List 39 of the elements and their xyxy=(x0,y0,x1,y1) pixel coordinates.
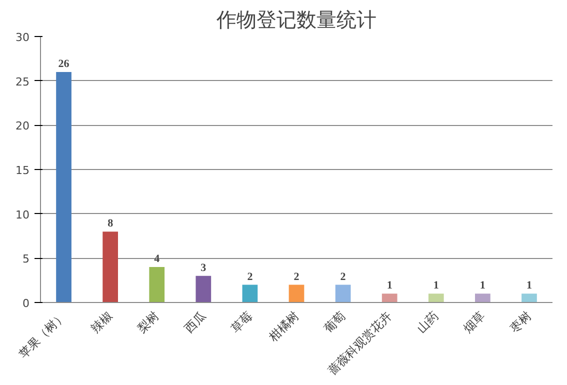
data-label: 2 xyxy=(340,270,346,283)
data-label: 1 xyxy=(480,280,486,292)
x-tick-label: 梨树 xyxy=(134,308,162,336)
bar xyxy=(475,294,490,302)
x-tick-label: 辣椒 xyxy=(88,308,116,336)
y-tick-label: 5 xyxy=(22,252,30,266)
x-tick-label: 草莓 xyxy=(228,308,255,336)
bar xyxy=(242,284,258,302)
y-tick-label: 30 xyxy=(16,31,30,44)
y-tick-label: 0 xyxy=(22,297,30,310)
y-tick-label: 15 xyxy=(16,164,30,177)
x-tick-label: 山药 xyxy=(414,308,442,336)
x-tick-label: 烟草 xyxy=(460,308,488,336)
bar xyxy=(288,284,304,302)
bar xyxy=(335,284,351,302)
data-label: 3 xyxy=(200,262,207,274)
bar xyxy=(149,267,165,302)
y-tick-label: 20 xyxy=(16,120,30,133)
data-label: 26 xyxy=(58,58,70,70)
x-tick-label: 枣树 xyxy=(507,308,534,336)
x-tick-label: 柑橘树 xyxy=(265,308,302,345)
x-tick-label: 西瓜 xyxy=(181,308,208,336)
data-label: 8 xyxy=(108,218,114,230)
bar xyxy=(56,72,72,302)
data-label: 2 xyxy=(294,270,300,283)
data-label: 1 xyxy=(526,280,532,292)
bar xyxy=(196,276,212,302)
data-label: 2 xyxy=(247,270,254,283)
data-label: 1 xyxy=(386,280,392,292)
bar xyxy=(382,294,398,302)
data-label: 1 xyxy=(433,280,439,292)
x-tick-label: 苹果（树） xyxy=(16,308,69,361)
y-tick-label: 10 xyxy=(16,208,30,222)
bar xyxy=(102,232,118,302)
bar xyxy=(522,294,537,302)
chart-title: 作物登记数量统计 xyxy=(216,8,376,32)
x-tick-label: 葡萄 xyxy=(321,308,348,336)
y-tick-label: 25 xyxy=(16,75,30,88)
bar xyxy=(428,294,444,302)
